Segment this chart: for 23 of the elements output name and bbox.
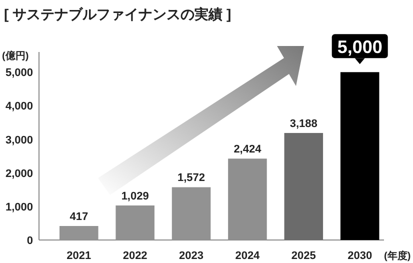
x-tick-label: 2025: [291, 250, 316, 262]
y-axis-title: (億円): [2, 50, 29, 62]
bar: [284, 132, 324, 240]
y-tick-label: 2,000: [5, 168, 33, 180]
data-label: 3,188: [290, 118, 318, 130]
x-tick-label: 2030: [348, 250, 372, 262]
x-tick-label: 2021: [66, 250, 92, 262]
data-label: 417: [70, 211, 88, 223]
y-tick-label: 3,000: [5, 134, 33, 146]
data-label: 1,029: [121, 190, 149, 202]
data-label: 1,572: [178, 172, 206, 184]
y-tick-label: 4,000: [5, 100, 33, 113]
bar: [340, 72, 380, 240]
chart-title: [ サステナブルファイナンスの実績 ]: [4, 6, 232, 22]
data-label: 5,000: [337, 37, 382, 58]
x-tick-label: 2022: [122, 250, 148, 262]
x-axis-title: (年度): [384, 250, 411, 262]
x-tick-label: 2024: [235, 250, 261, 262]
y-tick-label: 1,000: [5, 201, 33, 214]
x-tick-label: 2023: [179, 250, 204, 262]
data-label: 2,424: [234, 144, 262, 156]
y-tick-label: 0: [26, 235, 33, 247]
y-tick-label: 5,000: [5, 67, 33, 80]
